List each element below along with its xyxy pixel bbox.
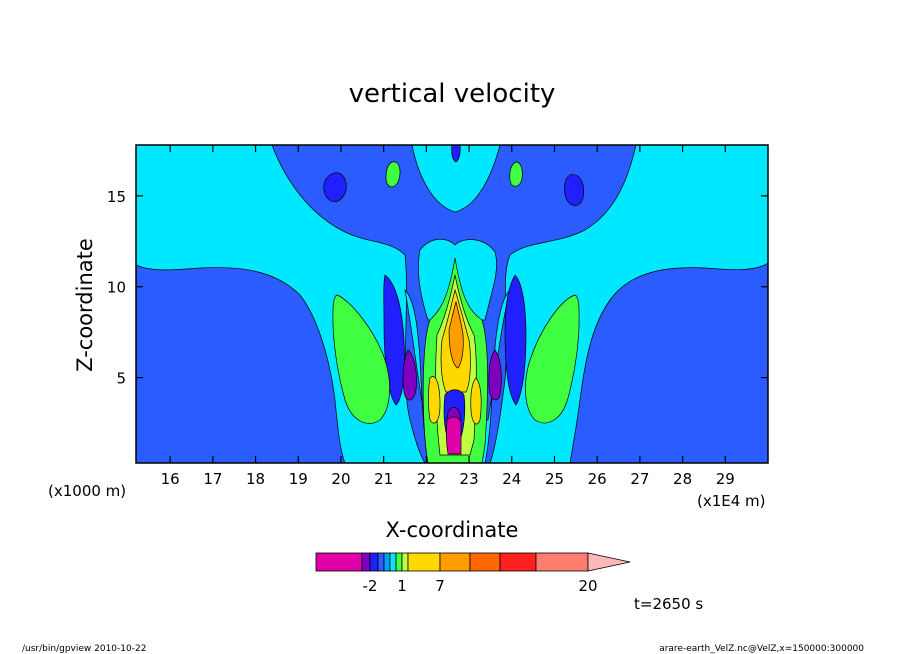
plot-frame xyxy=(135,144,769,464)
x-tick-label: 23 xyxy=(460,470,479,488)
colorbar-swatch xyxy=(535,552,589,572)
x-tick-label: 27 xyxy=(630,470,649,488)
footer-right: arare-earth_VelZ.nc@VelZ,x=150000:300000 xyxy=(659,644,864,654)
x-axis-label: X-coordinate xyxy=(386,518,519,542)
x-tick-label: 22 xyxy=(417,470,436,488)
colorbar-swatch xyxy=(395,552,403,572)
colorbar-swatch xyxy=(389,552,397,572)
contour-region-dark-lobe-4 xyxy=(504,274,527,406)
colorbar-tick-label: 7 xyxy=(435,577,445,595)
contour-region-green-left xyxy=(332,294,390,424)
contour-region-green-right xyxy=(525,294,580,424)
contour-region-dark-lobe-2 xyxy=(564,174,585,206)
colorbar: -2 1 7 20 xyxy=(315,552,631,595)
colorbar-swatch xyxy=(377,552,385,572)
contour-region-orange-core xyxy=(448,300,464,369)
y-axis-label: Z-coordinate xyxy=(73,238,97,372)
chart-title: vertical velocity xyxy=(349,79,556,109)
x-axis-ticks: 16 17 18 19 20 21 22 23 24 25 26 27 28 29 xyxy=(161,145,735,488)
colorbar-tick-label: -2 xyxy=(363,577,378,595)
contour-region-right-negative xyxy=(569,262,768,463)
x-tick-label: 20 xyxy=(331,470,350,488)
colorbar-swatch xyxy=(407,552,441,572)
footer-left: /usr/bin/gpview 2010-10-22 xyxy=(22,644,146,654)
x-tick-label: 26 xyxy=(588,470,607,488)
colorbar-swatch xyxy=(369,552,379,572)
contour-region-purple-lobe-2 xyxy=(488,349,502,401)
x-tick-label: 16 xyxy=(161,470,180,488)
contour-region-low-magenta xyxy=(445,416,462,455)
y-tick-label: 5 xyxy=(116,370,126,388)
x-tick-label: 29 xyxy=(716,470,735,488)
colorbar-arrow xyxy=(587,552,631,572)
contour-region-dark-lobe-3 xyxy=(383,274,405,406)
colorbar-swatch xyxy=(383,552,391,572)
contour-region-green-blob-1 xyxy=(385,161,401,188)
x-tick-label: 17 xyxy=(203,470,222,488)
y-unit-note: (x1000 m) xyxy=(48,482,126,500)
contour-region-yellow-side-2 xyxy=(470,377,482,425)
plot-area xyxy=(136,145,768,463)
colorbar-swatch xyxy=(469,552,501,572)
colorbar-swatch xyxy=(361,552,371,572)
x-tick-label: 28 xyxy=(673,470,692,488)
y-tick-label: 15 xyxy=(107,188,126,206)
x-tick-label: 19 xyxy=(289,470,308,488)
time-label: t=2650 s xyxy=(634,595,703,613)
colorbar-swatch xyxy=(401,552,409,572)
contour-region-left-negative xyxy=(136,264,346,463)
colorbar-swatch xyxy=(499,552,537,572)
contour-region-yellow-side-1 xyxy=(428,376,441,424)
contour-region-dark-lobe-5 xyxy=(451,145,461,163)
x-unit-note: (x1E4 m) xyxy=(697,492,766,510)
colorbar-tick-label: 20 xyxy=(578,577,597,595)
x-tick-label: 18 xyxy=(246,470,265,488)
y-axis-ticks: 5 10 15 xyxy=(107,188,768,388)
colorbar-tick-label: 1 xyxy=(397,577,407,595)
contour-region-upper-cyan xyxy=(411,145,501,213)
contour-region-green-blob-2 xyxy=(509,161,523,187)
contour-region-purple-lobe-1 xyxy=(402,349,417,401)
colorbar-swatch xyxy=(439,552,471,572)
colorbar-swatch xyxy=(315,552,363,572)
y-tick-label: 10 xyxy=(107,279,126,297)
contour-region-dark-lobe-1 xyxy=(323,172,347,203)
x-tick-label: 21 xyxy=(374,470,393,488)
x-tick-label: 24 xyxy=(502,470,521,488)
x-tick-label: 25 xyxy=(545,470,564,488)
